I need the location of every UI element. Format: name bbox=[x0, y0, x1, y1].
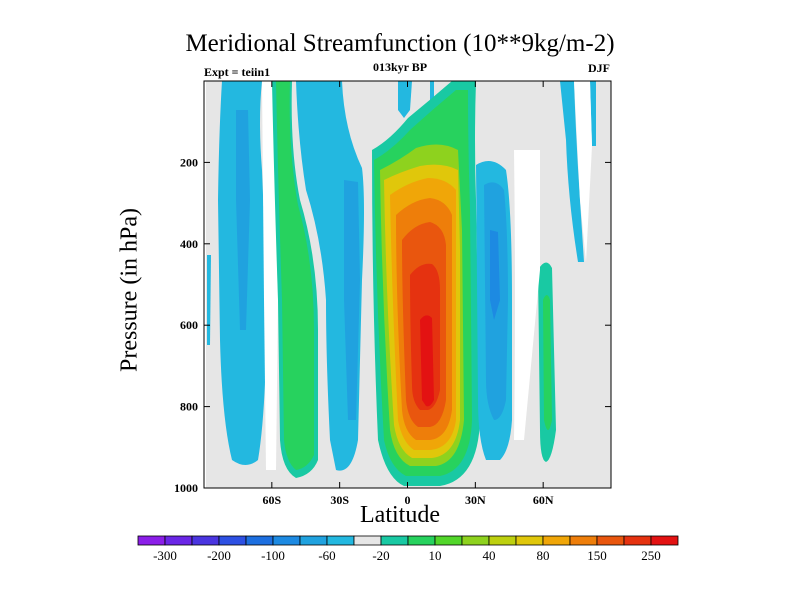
colorbar-label: 40 bbox=[483, 548, 496, 563]
contour-edge-strip bbox=[207, 255, 211, 345]
contour-white-gap-2 bbox=[574, 81, 592, 262]
colorbar-label: -300 bbox=[153, 548, 177, 563]
y-tick-label: 1000 bbox=[174, 481, 198, 495]
contour-band-6 bbox=[543, 295, 552, 430]
colorbar-swatch bbox=[380, 535, 409, 546]
colorbar-swatch bbox=[542, 535, 571, 546]
colorbar-swatch bbox=[299, 535, 328, 546]
y-tick-label: 800 bbox=[180, 400, 198, 414]
colorbar: -300 -200 -100 -60 -20 10 40 80 150 250 bbox=[137, 535, 679, 563]
contour-top-feature bbox=[398, 81, 412, 118]
colorbar-swatch bbox=[353, 535, 382, 546]
contour-gap-edge bbox=[512, 150, 515, 440]
colorbar-swatch bbox=[164, 535, 193, 546]
colorbar-label: 80 bbox=[537, 548, 550, 563]
colorbar-swatch bbox=[191, 535, 220, 546]
experiment-label: Expt = teiin1 bbox=[204, 65, 271, 79]
colorbar-label: 250 bbox=[641, 548, 661, 563]
x-tick-label: 0 bbox=[405, 493, 411, 507]
colorbar-swatch bbox=[137, 535, 166, 546]
contour-band-2 bbox=[276, 81, 314, 470]
x-tick-label: 60N bbox=[533, 493, 554, 507]
x-tick-label: 30S bbox=[330, 493, 349, 507]
x-axis: 60S 30S 0 30N 60N bbox=[262, 81, 554, 507]
colorbar-label: 10 bbox=[429, 548, 442, 563]
colorbar-swatch bbox=[407, 535, 436, 546]
colorbar-label: 150 bbox=[587, 548, 607, 563]
colorbar-swatch bbox=[569, 535, 598, 546]
colorbar-swatch bbox=[272, 535, 301, 546]
colorbar-label: -20 bbox=[372, 548, 389, 563]
contour-white-gap bbox=[262, 81, 278, 470]
colorbar-label: -200 bbox=[207, 548, 231, 563]
chart-title: Meridional Streamfunction (10**9kg/m-2) bbox=[185, 30, 615, 57]
colorbar-swatch bbox=[515, 535, 544, 546]
x-tick-label: 60S bbox=[262, 493, 281, 507]
colorbar-swatch bbox=[218, 535, 247, 546]
y-tick-label: 400 bbox=[180, 237, 198, 251]
y-tick-label: 600 bbox=[180, 318, 198, 332]
chart-subtitle: 013kyr BP bbox=[372, 60, 428, 74]
colorbar-swatch bbox=[434, 535, 463, 546]
colorbar-swatch bbox=[245, 535, 274, 546]
contour-band-4-core bbox=[420, 315, 434, 407]
contour-band-1-core bbox=[236, 110, 250, 330]
contour-white-gap-3 bbox=[514, 150, 540, 440]
contour-band-3-core bbox=[344, 180, 360, 420]
contour-band-5-core bbox=[490, 230, 500, 320]
colorbar-swatch bbox=[326, 535, 355, 546]
x-tick-label: 30N bbox=[465, 493, 486, 507]
y-tick-label: 200 bbox=[180, 155, 198, 169]
colorbar-label: -100 bbox=[261, 548, 285, 563]
contour-top-feature-2 bbox=[430, 81, 434, 100]
colorbar-swatch bbox=[650, 535, 679, 546]
y-axis: 200 400 600 800 1000 bbox=[174, 155, 611, 495]
colorbar-label: -60 bbox=[318, 548, 335, 563]
contour-fields bbox=[204, 81, 596, 488]
x-axis-label: Latitude bbox=[360, 502, 440, 528]
colorbar-swatch bbox=[488, 535, 517, 546]
season-label: DJF bbox=[588, 61, 610, 75]
colorbar-swatch bbox=[596, 535, 625, 546]
colorbar-swatch bbox=[461, 535, 490, 546]
contour-band-7 bbox=[560, 81, 584, 262]
colorbar-swatch bbox=[623, 535, 652, 546]
